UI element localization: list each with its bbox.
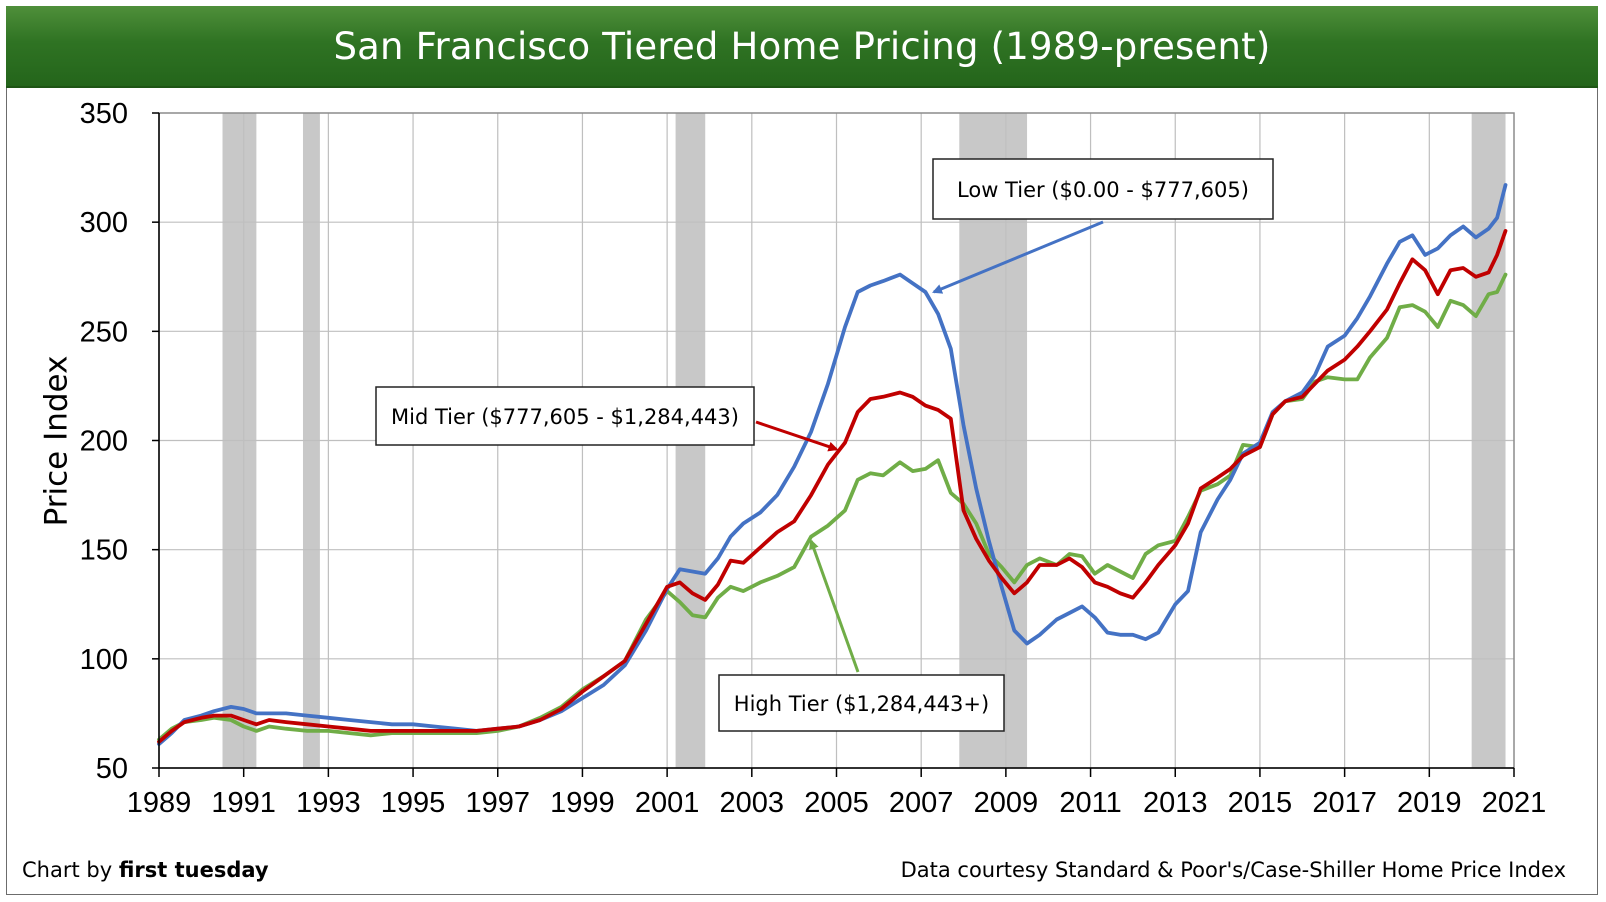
- x-tick-label: 1997: [465, 787, 530, 819]
- callout-box-high: [718, 674, 1005, 732]
- x-tick-label: 2017: [1312, 787, 1377, 819]
- x-tick-label: 1999: [550, 787, 615, 819]
- data-source: Data courtesy Standard & Poor's/Case-Shi…: [900, 858, 1566, 882]
- x-tick-label: 2007: [889, 787, 954, 819]
- y-tick-label: 150: [80, 535, 128, 567]
- x-tick-label: 2011: [1059, 787, 1121, 819]
- y-tick-label: 50: [96, 753, 128, 785]
- callout-box-mid: [375, 386, 755, 446]
- title-bar: San Francisco Tiered Home Pricing (1989-…: [6, 6, 1598, 88]
- series-line-high: [157, 272, 1508, 742]
- credit-prefix: Chart by: [22, 858, 119, 882]
- x-tick-label: 2005: [804, 787, 869, 819]
- y-tick-label: 200: [80, 426, 128, 458]
- x-tick-label: 2003: [720, 787, 785, 819]
- chart-credit: Chart by first tuesday: [22, 858, 269, 882]
- x-tick-label: 1993: [296, 787, 361, 819]
- y-tick-label: 350: [80, 98, 128, 130]
- callout-label-mid: Mid Tier ($777,605 - $1,284,443): [391, 405, 739, 429]
- y-tick-label: 100: [80, 644, 128, 676]
- x-tick-label: 2001: [635, 787, 700, 819]
- series-lines: [157, 183, 1508, 746]
- x-tick-label: 2015: [1228, 787, 1293, 819]
- x-tick-label: 1989: [127, 787, 192, 819]
- callout-label-high: High Tier ($1,284,443+): [734, 692, 989, 716]
- gridlines: [159, 113, 1514, 768]
- callout-arrow-mid: [755, 420, 839, 452]
- axes: 1989 1991 1993 1995 1997 1999 2001 2003 2005 2007…: [80, 98, 1547, 819]
- chart-title: San Francisco Tiered Home Pricing (1989-…: [333, 25, 1271, 68]
- y-tick-label: 250: [80, 316, 128, 348]
- series-line-mid: [157, 229, 1508, 744]
- x-tick-label: 2021: [1482, 787, 1547, 819]
- series-line-low: [157, 183, 1508, 746]
- callout-box-low: [932, 158, 1274, 220]
- y-axis-label: Price Index: [39, 356, 75, 527]
- x-tick-label: 2013: [1143, 787, 1208, 819]
- x-tick-label: 1995: [381, 787, 446, 819]
- callout-arrow-high: [809, 539, 860, 673]
- x-tick-label: 2019: [1397, 787, 1462, 819]
- credit-brand: first tuesday: [118, 858, 269, 882]
- callout-arrow-low: [932, 220, 1104, 294]
- x-tick-label: 2009: [974, 787, 1039, 819]
- x-tick-label: 1991: [211, 787, 276, 819]
- y-tick-label: 300: [80, 207, 128, 239]
- annotations: Low Tier ($0.00 - $777,605) Mid Tier ($77…: [375, 158, 1274, 732]
- callout-label-low: Low Tier ($0.00 - $777,605): [957, 178, 1249, 202]
